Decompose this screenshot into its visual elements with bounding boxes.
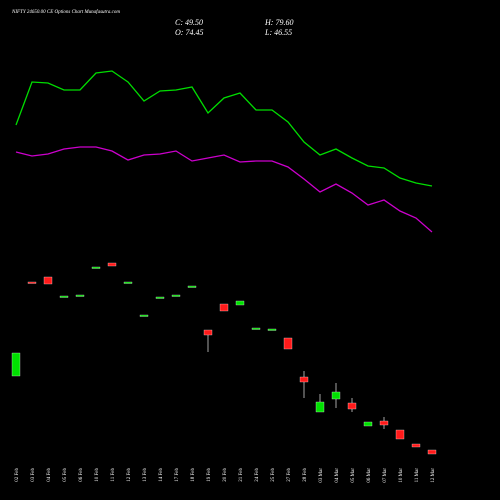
x-tick-label: 06 Feb [79, 468, 84, 482]
x-tick-label: 27 Feb [287, 468, 292, 482]
x-tick-label: 04 Feb [47, 468, 52, 482]
x-tick-label: 24 Feb [255, 468, 260, 482]
x-tick-label: 11 Mar [415, 468, 420, 483]
x-tick-label: 10 Feb [95, 468, 100, 482]
readout-high: H: 79.60 [264, 18, 293, 27]
candle-body [171, 294, 181, 297]
candle-body [75, 294, 85, 297]
candle-body [139, 314, 149, 317]
candle-body [411, 443, 421, 448]
x-tick-label: 07 Mar [383, 468, 388, 483]
candle-body [427, 449, 437, 455]
chart-title: NIFTY 24650.00 CE Options Chart Munafasu… [11, 10, 120, 15]
candle-body [363, 421, 373, 427]
candle-body [251, 327, 261, 330]
readout-open: O: 74.45 [175, 28, 203, 37]
x-tick-label: 10 Mar [399, 468, 404, 483]
readout-close: C: 49.50 [175, 18, 203, 27]
x-tick-label: 12 Mar [431, 468, 436, 483]
candle-body [315, 401, 325, 413]
candle-body [395, 429, 405, 440]
candle-body [331, 391, 341, 400]
candle-body [123, 281, 133, 284]
candle-body [379, 420, 389, 426]
candle-body [347, 402, 357, 410]
x-tick-label: 13 Feb [143, 468, 148, 482]
candle-body [155, 296, 165, 299]
x-tick-label: 28 Feb [303, 468, 308, 482]
x-tick-label: 25 Feb [271, 468, 276, 482]
candle-body [203, 329, 213, 336]
candle-body [27, 281, 37, 284]
x-tick-label: 18 Feb [191, 468, 196, 482]
candle-body [235, 300, 245, 306]
candle-body [107, 262, 117, 267]
x-tick-label: 04 Mar [335, 468, 340, 483]
x-tick-label: 05 Mar [351, 468, 356, 483]
x-tick-label: 19 Feb [207, 468, 212, 482]
x-tick-label: 17 Feb [175, 468, 180, 482]
x-tick-label: 11 Feb [111, 468, 116, 482]
x-tick-label: 20 Feb [223, 468, 228, 482]
indicator-line [15, 70, 433, 187]
readout-low: L: 46.55 [264, 28, 292, 37]
x-tick-label: 03 Mar [319, 468, 324, 483]
x-tick-label: 21 Feb [239, 468, 244, 482]
x-tick-label: 05 Feb [63, 468, 68, 482]
candle-body [299, 376, 309, 383]
x-tick-label: 06 Mar [367, 468, 372, 483]
candle-body [91, 266, 101, 269]
x-tick-label: 12 Feb [127, 468, 132, 482]
candle-body [11, 352, 21, 377]
candle-body [187, 285, 197, 288]
candle-body [219, 303, 229, 312]
x-tick-label: 02 Feb [15, 468, 20, 482]
candle-body [59, 295, 69, 298]
x-tick-label: 14 Feb [159, 468, 164, 482]
indicator-line [15, 146, 433, 233]
candle-body [267, 328, 277, 331]
candle-body [283, 337, 293, 350]
x-tick-label: 03 Feb [31, 468, 36, 482]
candle-body [43, 276, 53, 285]
